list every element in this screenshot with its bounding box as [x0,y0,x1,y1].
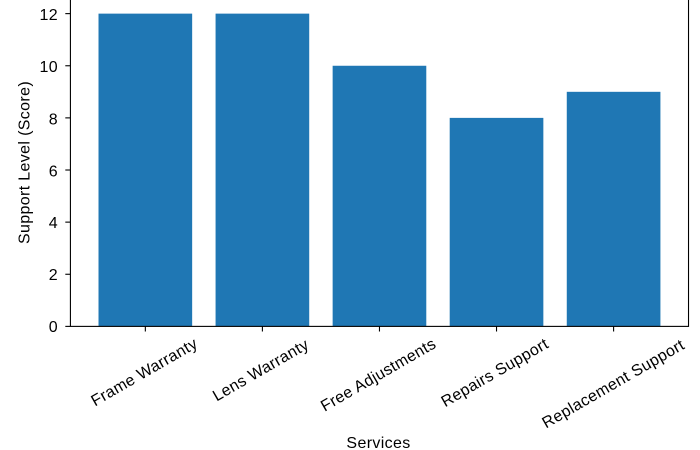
svg-text:0: 0 [49,319,58,336]
svg-text:Frame Warranty: Frame Warranty [88,335,200,410]
svg-text:6: 6 [49,163,58,180]
svg-text:10: 10 [40,59,59,76]
svg-text:2: 2 [49,267,58,284]
svg-text:4: 4 [49,215,58,232]
svg-text:Lens Warranty: Lens Warranty [210,336,312,405]
svg-text:12: 12 [40,7,59,24]
svg-text:Services: Services [346,435,410,450]
svg-text:Replacement Support: Replacement Support [540,337,688,433]
svg-text:Free Adjustments: Free Adjustments [318,336,439,416]
svg-text:8: 8 [49,111,58,128]
svg-text:Support Level (Score): Support Level (Score) [17,81,34,244]
svg-text:Repairs Support: Repairs Support [439,336,552,411]
